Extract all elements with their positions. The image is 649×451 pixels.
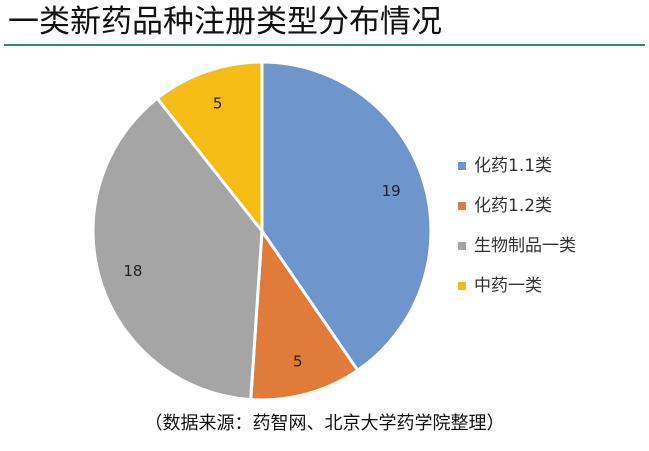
legend-swatch-icon [458,202,466,210]
legend-label: 化药1.1类 [474,156,553,176]
data-label-2: 5 [293,352,303,370]
title-divider [4,44,645,46]
data-source-note: （数据来源：药智网、北京大学药学院整理） [144,413,505,434]
legend-swatch-icon [458,242,466,250]
pie-slice-3 [91,96,264,402]
legend-label: 生物制品一类 [474,236,576,256]
legend-label: 中药一类 [474,276,542,296]
legend-swatch-icon [458,282,466,290]
data-label-3: 18 [123,262,142,280]
pie-slice-4 [155,60,264,233]
data-label-4: 5 [213,94,223,112]
legend-swatch-icon [458,162,466,170]
data-label-1: 19 [382,182,401,200]
chart-title: 一类新药品种注册类型分布情况 [8,4,442,40]
pie-slice-1 [260,60,433,372]
pie-slice-2 [249,229,360,402]
legend-label: 化药1.2类 [474,196,553,216]
